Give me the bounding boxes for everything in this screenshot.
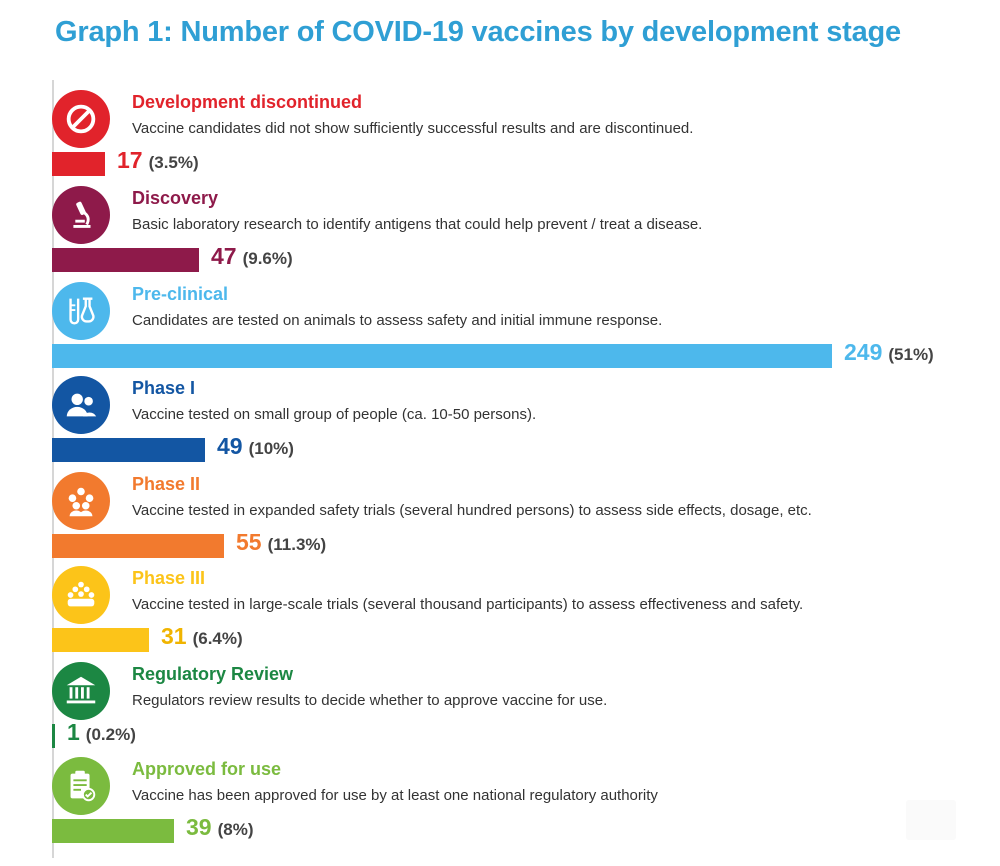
stage-name: Approved for use bbox=[132, 759, 282, 779]
stage-description: Vaccine candidates did not show sufficie… bbox=[132, 120, 694, 137]
stage-name: Phase III bbox=[132, 568, 206, 588]
value-label: 39 (8%) bbox=[186, 814, 254, 841]
page-title: Graph 1: Number of COVID-19 vaccines by … bbox=[55, 16, 901, 48]
stage-name: Pre-clinical bbox=[132, 284, 229, 304]
clipboard-check-icon bbox=[52, 757, 110, 815]
stage-name: Regulatory Review bbox=[132, 664, 294, 684]
value-percent: (9.6%) bbox=[242, 249, 293, 268]
value-percent: (11.3%) bbox=[267, 535, 327, 554]
stage-row: Phase I Vaccine tested on small group of … bbox=[52, 374, 1000, 470]
stage-row: Discovery Basic laboratory research to id… bbox=[52, 184, 1000, 280]
bank-icon bbox=[52, 662, 110, 720]
value-label: 47 (9.6%) bbox=[211, 243, 293, 270]
value-percent: (10%) bbox=[248, 439, 294, 458]
value-label: 17 (3.5%) bbox=[117, 147, 199, 174]
bar bbox=[52, 724, 55, 748]
value-number: 39 bbox=[186, 814, 212, 840]
value-percent: (6.4%) bbox=[192, 629, 243, 648]
value-percent: (8%) bbox=[217, 820, 254, 839]
bar bbox=[52, 819, 174, 843]
stage-description: Regulators review results to decide whet… bbox=[132, 692, 608, 709]
stage-description: Vaccine tested on small group of people … bbox=[132, 406, 537, 423]
scroll-to-top-button[interactable] bbox=[906, 800, 956, 840]
prohibited-icon bbox=[52, 90, 110, 148]
stage-description: Vaccine has been approved for use by at … bbox=[132, 787, 658, 804]
value-label: 31 (6.4%) bbox=[161, 623, 243, 650]
value-label: 249 (51%) bbox=[844, 339, 934, 366]
value-number: 31 bbox=[161, 623, 187, 649]
bar bbox=[52, 438, 205, 462]
person-icon bbox=[52, 376, 110, 434]
bar bbox=[52, 152, 105, 176]
value-number: 1 bbox=[67, 719, 80, 745]
stage-name: Phase II bbox=[132, 474, 201, 494]
stage-row: Development discontinued Vaccine candidat… bbox=[52, 88, 1000, 184]
flask-icon bbox=[52, 282, 110, 340]
stage-description: Vaccine tested in expanded safety trials… bbox=[132, 502, 812, 519]
axis-line bbox=[52, 80, 54, 858]
stage-row: Approved for use Vaccine has been approve… bbox=[52, 755, 1000, 851]
value-number: 249 bbox=[844, 339, 883, 365]
stage-name: Phase I bbox=[132, 378, 196, 398]
value-number: 49 bbox=[217, 433, 243, 459]
value-percent: (0.2%) bbox=[85, 725, 136, 744]
bar bbox=[52, 344, 832, 368]
value-number: 55 bbox=[236, 529, 262, 555]
group-icon bbox=[52, 472, 110, 530]
value-label: 1 (0.2%) bbox=[67, 719, 136, 746]
stage-row: Pre-clinical Candidates are tested on ani… bbox=[52, 280, 1000, 376]
value-percent: (3.5%) bbox=[148, 153, 199, 172]
bar bbox=[52, 628, 149, 652]
stage-name: Discovery bbox=[132, 188, 219, 208]
stage-row: Regulatory Review Regulators review resul… bbox=[52, 660, 1000, 756]
bar bbox=[52, 534, 224, 558]
stage-row: Phase II Vaccine tested in expanded safet… bbox=[52, 470, 1000, 566]
stage-description: Vaccine tested in large-scale trials (se… bbox=[132, 596, 804, 613]
microscope-icon bbox=[52, 186, 110, 244]
stage-row: Phase III Vaccine tested in large-scale t… bbox=[52, 564, 1000, 660]
stage-name: Development discontinued bbox=[132, 92, 363, 112]
value-label: 49 (10%) bbox=[217, 433, 294, 460]
stage-description: Candidates are tested on animals to asse… bbox=[132, 312, 663, 329]
bar bbox=[52, 248, 199, 272]
value-percent: (51%) bbox=[888, 345, 934, 364]
crowd-icon bbox=[52, 566, 110, 624]
value-label: 55 (11.3%) bbox=[236, 529, 326, 556]
stage-description: Basic laboratory research to identify an… bbox=[132, 216, 703, 233]
value-number: 47 bbox=[211, 243, 237, 269]
value-number: 17 bbox=[117, 147, 143, 173]
